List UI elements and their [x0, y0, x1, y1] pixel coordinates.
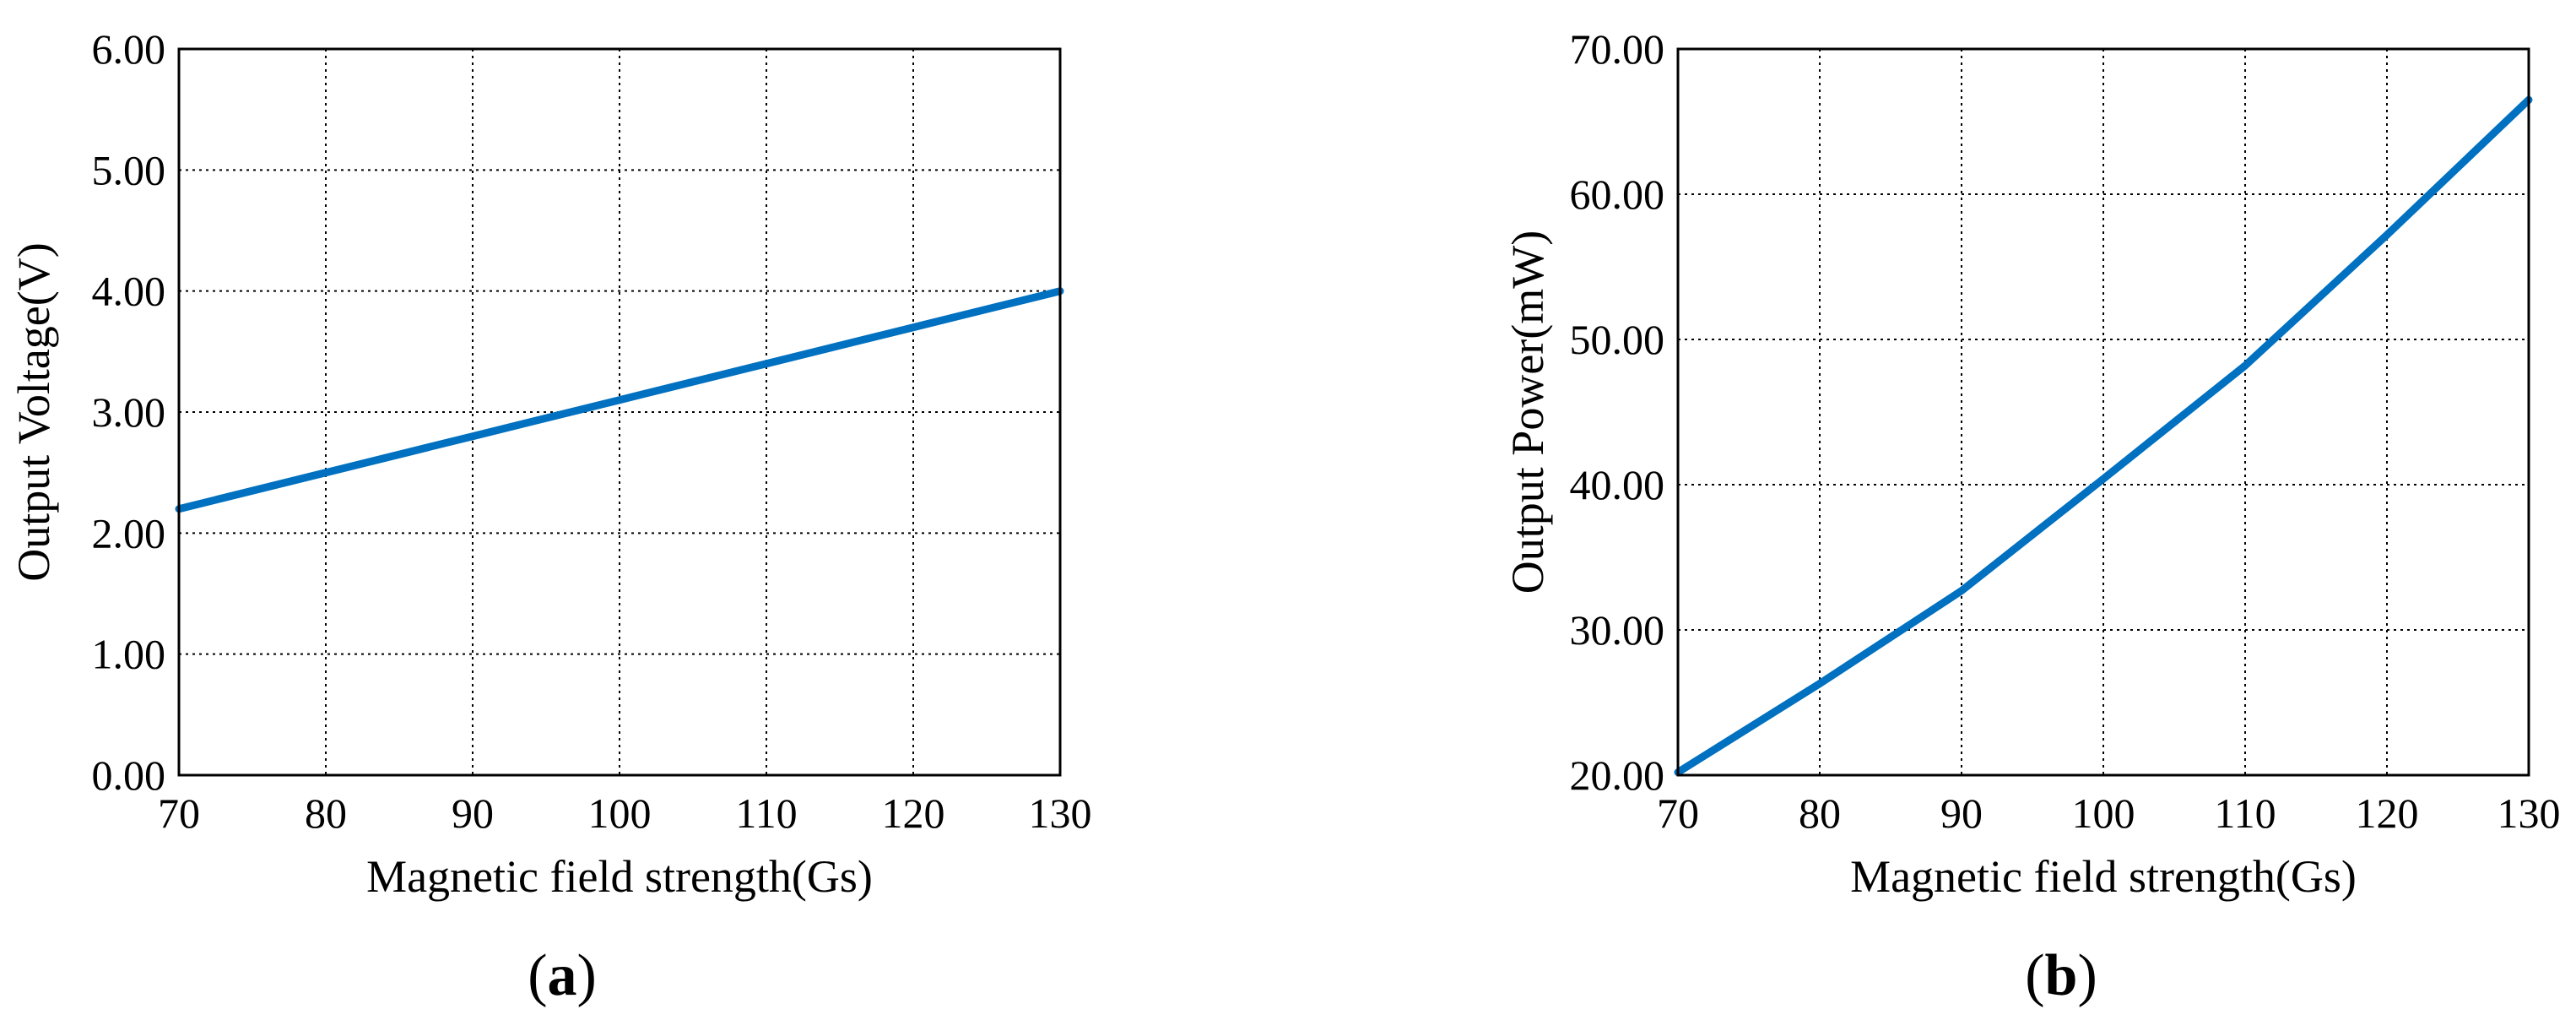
y-axis-label: Output Power(mW) — [1502, 231, 1553, 594]
y-tick-label: 2.00 — [92, 509, 166, 556]
x-tick-label: 100 — [588, 790, 652, 837]
x-tick-label: 100 — [2072, 790, 2135, 837]
chart-panel-b: 70 80 90 100 110 120 130 20.00 30.00 40.00 50.00 60… — [1502, 25, 2561, 1008]
x-axis-label: Magnetic field strength(Gs) — [366, 851, 873, 902]
y-tick-label: 1.00 — [92, 631, 166, 678]
plot-frame — [177, 47, 1062, 777]
x-tick-label: 70 — [158, 790, 200, 837]
x-tick-label: 90 — [1940, 790, 1983, 837]
y-tick-label: 3.00 — [92, 388, 166, 436]
series-line-1 — [175, 287, 1064, 513]
y-tick-label: 50.00 — [1570, 316, 1665, 363]
x-tick-label: 120 — [882, 790, 945, 837]
x-axis-label: Magnetic field strength(Gs) — [1850, 851, 2357, 902]
x-tick-label: 120 — [2356, 790, 2419, 837]
x-tick-label: 110 — [735, 790, 797, 837]
x-tick-label: 130 — [2498, 790, 2561, 837]
x-tick-label: 70 — [1657, 790, 1699, 837]
plot-frame — [1676, 47, 2530, 777]
y-tick-label: 70.00 — [1570, 25, 1665, 73]
y-tick-label: 5.00 — [92, 146, 166, 193]
y-tick-label: 60.00 — [1570, 171, 1665, 218]
y-tick-label: 4.00 — [92, 268, 166, 315]
y-tick-label: 0.00 — [92, 752, 166, 799]
x-tick-label: 110 — [2214, 790, 2276, 837]
series-line-1 — [1674, 95, 2533, 777]
x-tick-label: 80 — [305, 790, 347, 837]
x-tick-label: 90 — [452, 790, 494, 837]
panel-label: (a) — [528, 943, 597, 1008]
y-tick-label: 40.00 — [1570, 461, 1665, 508]
x-tick-label: 130 — [1029, 790, 1092, 837]
y-axis-label: Output Voltage(V) — [8, 242, 59, 581]
panel-label: (b) — [2025, 943, 2097, 1008]
chart-panel-a: 70 80 90 100 110 120 130 0.00 1.00 2.00 3.00 4.00 5.… — [8, 25, 1092, 1008]
y-tick-label: 30.00 — [1570, 606, 1665, 654]
x-tick-label: 80 — [1799, 790, 1841, 837]
y-tick-label: 6.00 — [92, 25, 166, 73]
y-tick-label: 20.00 — [1570, 752, 1665, 799]
